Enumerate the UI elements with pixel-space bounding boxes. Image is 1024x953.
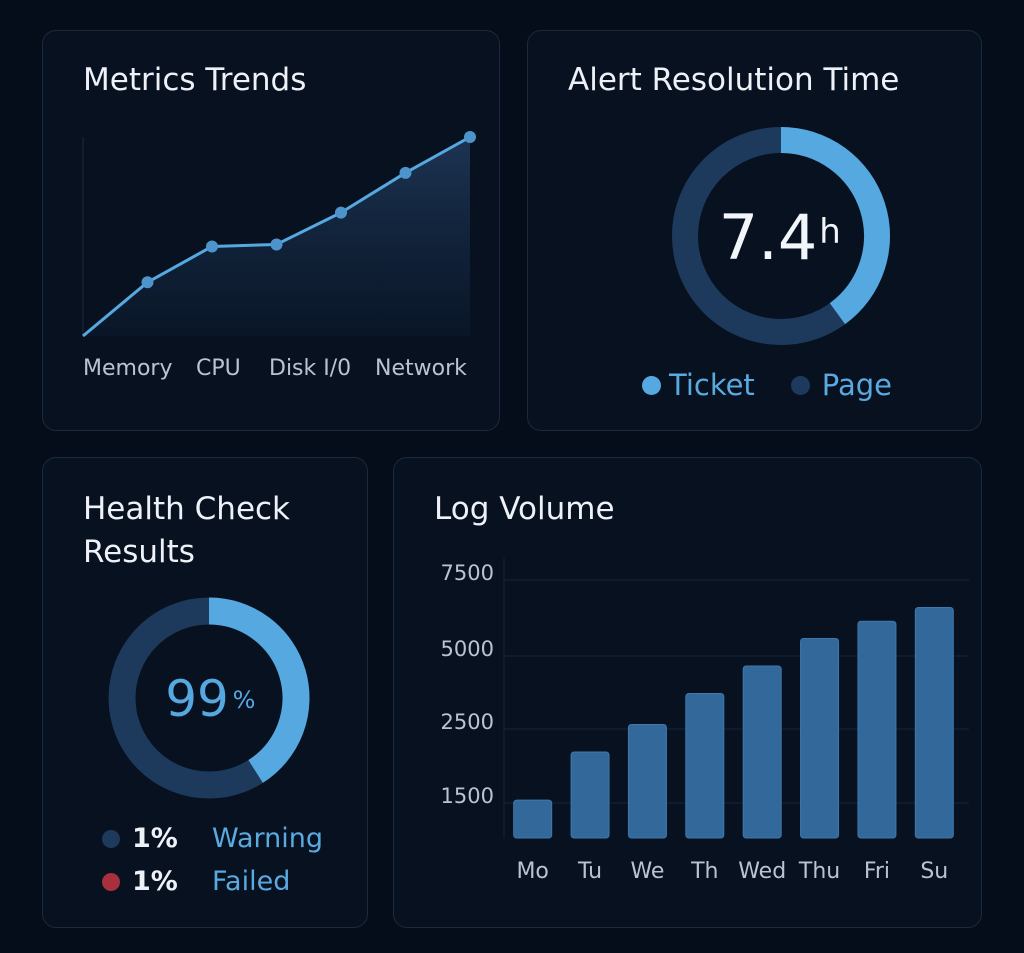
health-check-title: Health Check Results <box>83 488 290 574</box>
page-legend-label: Page <box>821 368 893 402</box>
ticket-legend-dot <box>642 375 661 395</box>
trend-point <box>206 240 218 253</box>
health-donut-progress <box>208 597 310 783</box>
log-x-label: Fri <box>864 859 890 884</box>
trend-point <box>270 238 283 251</box>
log-y-tick-label: 5000 <box>441 637 494 661</box>
failed-legend-value: 1% <box>132 866 178 897</box>
log-y-tick-label: 1500 <box>441 784 494 808</box>
alert-resolution-card: Alert Resolution Time 7.4 h Ticket Page <box>527 30 982 431</box>
health-center-value: 99 <box>165 670 229 728</box>
trend-x-label: Memory <box>83 356 172 381</box>
warning-legend-row: 1% Warning <box>102 823 323 854</box>
log-volume-card: Log Volume 7500 5000 2500 1500 Mo Tu We Th Wed Th… <box>393 457 982 928</box>
health-check-title-line1: Health Check <box>83 491 291 527</box>
warning-legend-label: Warning <box>212 823 324 854</box>
trend-point <box>141 276 154 289</box>
warning-legend-value: 1% <box>132 823 178 854</box>
alert-resolution-donut: 7.4 h <box>672 127 890 345</box>
alert-center-unit: h <box>819 212 841 252</box>
log-x-label: Thu <box>798 859 840 884</box>
health-check-donut: 99% <box>108 597 310 799</box>
log-x-label: Mo <box>516 859 548 884</box>
log-x-label: Wed <box>738 859 786 884</box>
metrics-trends-title: Metrics Trends <box>83 62 307 98</box>
alert-donut-ticket-slice <box>780 127 890 325</box>
log-bar <box>742 665 782 839</box>
log-y-tick-label: 7500 <box>441 561 494 585</box>
health-check-card: Health Check Results 99% 1% Warning 1% F… <box>42 457 368 928</box>
log-bar <box>513 799 553 839</box>
ticket-legend-label: Ticket <box>669 368 755 402</box>
failed-legend-label: Failed <box>212 866 291 897</box>
alert-legend: Ticket Page <box>642 368 892 402</box>
log-bar <box>857 620 897 839</box>
alert-resolution-title: Alert Resolution Time <box>568 62 900 98</box>
trend-x-label: CPU <box>196 356 241 381</box>
health-check-title-line2: Results <box>83 533 195 570</box>
log-x-label: Tu <box>577 859 602 884</box>
log-volume-title: Log Volume <box>434 491 615 527</box>
trend-x-label: Network <box>375 356 467 381</box>
trend-point <box>335 206 347 219</box>
metrics-trends-card: Metrics Trends Memory CPU Disk I/0 Network <box>42 30 500 431</box>
log-bar <box>570 751 610 839</box>
failed-legend-dot <box>102 872 120 891</box>
alert-center-value: 7.4 <box>719 201 818 274</box>
warning-legend-dot <box>102 829 120 848</box>
failed-legend-row: 1% Failed <box>102 866 290 897</box>
metrics-trends-chart: Memory CPU Disk I/0 Network <box>82 131 476 381</box>
log-x-label: We <box>630 859 664 884</box>
log-x-label: Su <box>920 859 948 884</box>
health-center-unit: % <box>233 686 256 714</box>
log-volume-chart: 7500 5000 2500 1500 Mo Tu We Th Wed Thu Fri Su <box>441 558 969 884</box>
trend-point <box>399 166 412 179</box>
trend-area <box>83 137 470 336</box>
log-x-label: Th <box>690 859 718 884</box>
trend-point <box>464 131 476 143</box>
log-y-tick-label: 2500 <box>441 710 494 734</box>
log-bar <box>914 607 954 839</box>
log-bar <box>800 637 840 839</box>
log-bar <box>627 723 667 839</box>
trend-x-label: Disk I/0 <box>269 356 351 381</box>
log-bar <box>685 693 725 839</box>
page-legend-dot <box>790 375 810 395</box>
